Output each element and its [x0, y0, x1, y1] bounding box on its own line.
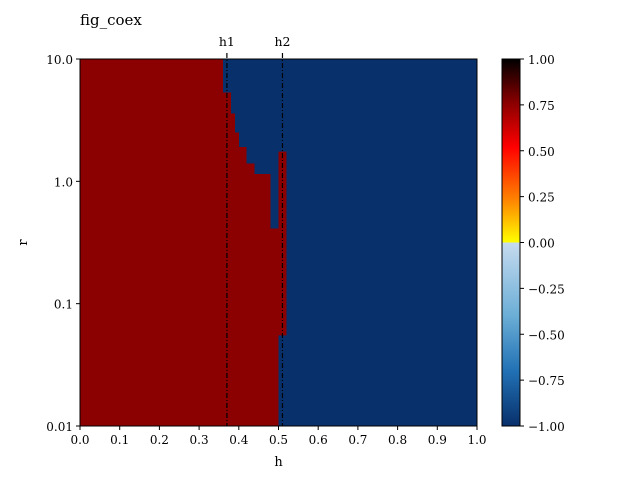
x-tick-label: 0.1: [110, 433, 129, 447]
heatmap-region-positive-6: [80, 173, 271, 229]
heatmap-region-positive-3: [80, 132, 239, 148]
y-tick-label: 0.1: [54, 298, 73, 312]
chart-title: fig_coex: [80, 11, 142, 29]
y-tick-label: 1.0: [54, 175, 73, 189]
colorbar-tick-label: −0.50: [528, 328, 565, 342]
vertical-line-label: h1: [219, 34, 235, 49]
y-axis: 10.0 1.0 0.1 0.01: [46, 53, 80, 434]
y-tick-label: 10.0: [46, 53, 73, 67]
heatmap-region-positive-1: [80, 92, 231, 114]
x-tick-label: 0.0: [70, 433, 89, 447]
heatmap-region-positive-2: [80, 113, 235, 133]
vertical-line-label: h2: [274, 34, 290, 49]
heatmap-region-positive-0: [80, 59, 223, 93]
x-tick-label: 0.6: [309, 433, 328, 447]
x-tick-label: 0.4: [229, 433, 248, 447]
x-tick-label: 0.8: [388, 433, 407, 447]
x-axis: 0.0 0.1 0.2 0.3 0.4 0.5 0.6 0.7 0.8 0.9 1.0: [70, 426, 487, 447]
x-tick-label: 0.7: [348, 433, 367, 447]
y-axis-label: r: [16, 239, 31, 246]
y-tick-label: 0.01: [46, 420, 73, 434]
colorbar: 1.00 0.75 0.50 0.25 0.00 −0.25 −0.50 −0.75 −1.00: [501, 53, 565, 434]
colorbar-tick-label: −0.25: [528, 282, 565, 296]
x-tick-label: 1.0: [467, 433, 486, 447]
x-tick-label: 0.9: [428, 433, 447, 447]
heatmap-region-positive-7: [80, 228, 279, 238]
colorbar-tick-label: −0.75: [528, 374, 565, 388]
colorbar-tick-label: 1.00: [528, 53, 555, 67]
colorbar-tick-label: −1.00: [528, 420, 565, 434]
colorbar-tick-label: 0.25: [528, 191, 555, 205]
vertical-lines: h1 h2: [219, 34, 290, 426]
x-axis-label: h: [274, 455, 283, 470]
x-tick-label: 0.2: [150, 433, 169, 447]
colorbar-tick-label: 0.00: [528, 237, 555, 251]
plot-area: [79, 58, 478, 427]
heatmap-region-positive-4: [80, 147, 247, 164]
x-tick-label: 0.5: [269, 433, 288, 447]
colorbar-gradient: [501, 58, 521, 427]
colorbar-tick-label: 0.75: [528, 99, 555, 113]
heatmap-region-positive-5: [80, 163, 255, 174]
heatmap-region-positive-8: [80, 237, 279, 426]
colorbar-tick-label: 0.50: [528, 145, 555, 159]
x-tick-label: 0.3: [190, 433, 209, 447]
